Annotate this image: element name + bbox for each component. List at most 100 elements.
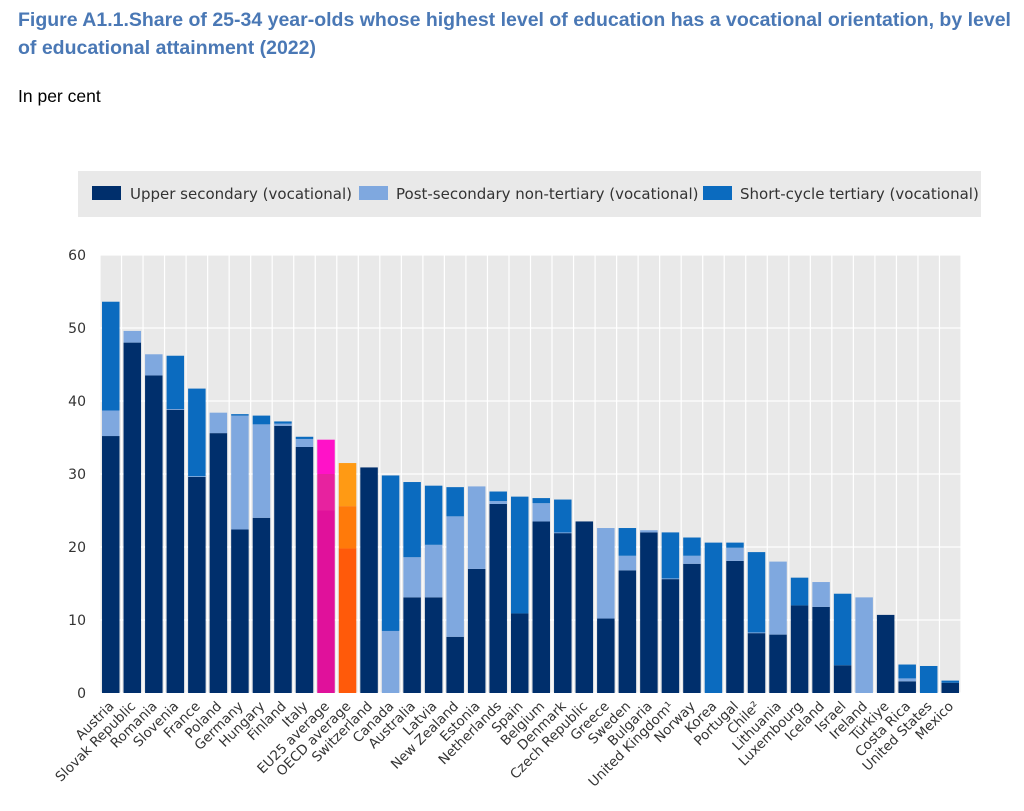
- gridlines: [99, 254, 962, 694]
- bar-segment: [424, 597, 443, 693]
- bar-segment: [554, 532, 572, 534]
- bar-segment: [338, 506, 357, 549]
- bar-segment: [683, 555, 701, 564]
- bar-segment: [532, 521, 551, 693]
- bar-segment: [209, 412, 228, 434]
- bar-segment: [188, 476, 206, 693]
- bar-segment: [726, 547, 744, 561]
- bar-segment: [941, 680, 959, 683]
- bar-segment: [467, 568, 486, 693]
- bar-segment: [790, 577, 809, 606]
- bars: [102, 301, 959, 693]
- bar-segment: [123, 330, 142, 343]
- bar-segment: [898, 681, 916, 693]
- bar-segment: [898, 664, 916, 679]
- bar-segment: [403, 597, 421, 693]
- y-axis-ticks: 0 10 20 30 40 50 60: [68, 248, 86, 702]
- bar-segment: [102, 301, 120, 411]
- bar-segment: [424, 485, 443, 545]
- bar-segment: [166, 355, 185, 410]
- bar-segment: [252, 517, 271, 693]
- bar-segment: [145, 354, 163, 376]
- bar-segment: [188, 476, 206, 477]
- bar-segment: [489, 491, 507, 502]
- bar-segment: [640, 530, 658, 533]
- bar-segment: [338, 548, 357, 693]
- bar-segment: [274, 425, 292, 693]
- bar-segment: [209, 433, 228, 693]
- bar-segment: [812, 582, 830, 607]
- figure-title: Figure A1.1.Share of 25-34 year-olds who…: [18, 9, 1011, 59]
- bar-segment: [618, 528, 637, 556]
- bar-segment: [919, 665, 938, 693]
- bar-segment: [295, 446, 314, 693]
- bar-segment: [252, 424, 271, 518]
- bar-segment: [446, 516, 464, 637]
- bar-segment: [618, 570, 637, 693]
- bar-segment: [317, 474, 335, 511]
- bar-segment: [769, 634, 787, 693]
- bar-segment: [295, 436, 314, 439]
- legend-swatch-post-secondary: [359, 186, 388, 200]
- figure-subtitle: In per cent: [18, 86, 101, 106]
- bar-segment: [381, 475, 400, 631]
- legend-swatch-short-cycle: [703, 186, 732, 200]
- bar-segment: [510, 613, 529, 693]
- bar-segment: [726, 560, 744, 693]
- bar-segment: [231, 415, 249, 530]
- bar-segment: [532, 498, 551, 504]
- y-tick-label: 30: [68, 467, 86, 483]
- bar-segment: [661, 579, 680, 693]
- bar-segment: [166, 409, 185, 693]
- bar-segment: [747, 633, 766, 693]
- bar-segment: [790, 605, 809, 693]
- bar-segment: [102, 436, 120, 693]
- bar-segment: [403, 482, 421, 558]
- bar-segment: [833, 593, 852, 666]
- bar-segment: [252, 415, 271, 425]
- legend-label-post-secondary: Post-secondary non-tertiary (vocational): [396, 185, 699, 203]
- y-tick-label: 20: [68, 540, 86, 556]
- legend-box: [78, 171, 981, 217]
- bar-segment: [575, 521, 594, 693]
- bar-segment: [274, 423, 292, 426]
- bar-segment: [317, 510, 335, 693]
- bar-segment: [855, 597, 873, 693]
- bar-segment: [489, 501, 507, 504]
- bar-segment: [489, 503, 507, 693]
- bar-segment: [532, 503, 551, 522]
- y-tick-label: 50: [68, 321, 86, 337]
- y-tick-label: 40: [68, 394, 86, 410]
- bar-segment: [876, 614, 895, 693]
- bar-segment: [446, 487, 464, 517]
- legend-swatch-upper-secondary: [92, 186, 121, 200]
- bar-segment: [747, 552, 766, 633]
- bar-segment: [554, 533, 572, 693]
- bar-segment: [102, 410, 120, 437]
- bar-segment: [704, 542, 723, 693]
- y-tick-label: 0: [77, 686, 86, 702]
- bar-segment: [295, 438, 314, 447]
- bar-segment: [338, 463, 357, 507]
- bar-segment: [812, 606, 830, 693]
- bar-segment: [381, 630, 400, 693]
- bar-segment: [597, 618, 615, 693]
- bar-segment: [683, 563, 701, 693]
- legend-label-upper-secondary: Upper secondary (vocational): [130, 185, 352, 203]
- bar-segment: [446, 636, 464, 693]
- bar-segment: [360, 467, 378, 693]
- y-tick-label: 60: [68, 248, 86, 264]
- bar-segment: [231, 414, 249, 416]
- bar-segment: [661, 578, 680, 580]
- bar-segment: [683, 537, 701, 556]
- bar-segment: [274, 421, 292, 424]
- bar-segment: [123, 342, 142, 693]
- bar-segment: [833, 665, 852, 693]
- bar-segment: [661, 532, 680, 579]
- bar-segment: [188, 388, 206, 477]
- bar-segment: [510, 496, 529, 614]
- bar-segment: [403, 557, 421, 598]
- legend-label-short-cycle: Short-cycle tertiary (vocational): [740, 185, 979, 203]
- bar-segment: [726, 542, 744, 548]
